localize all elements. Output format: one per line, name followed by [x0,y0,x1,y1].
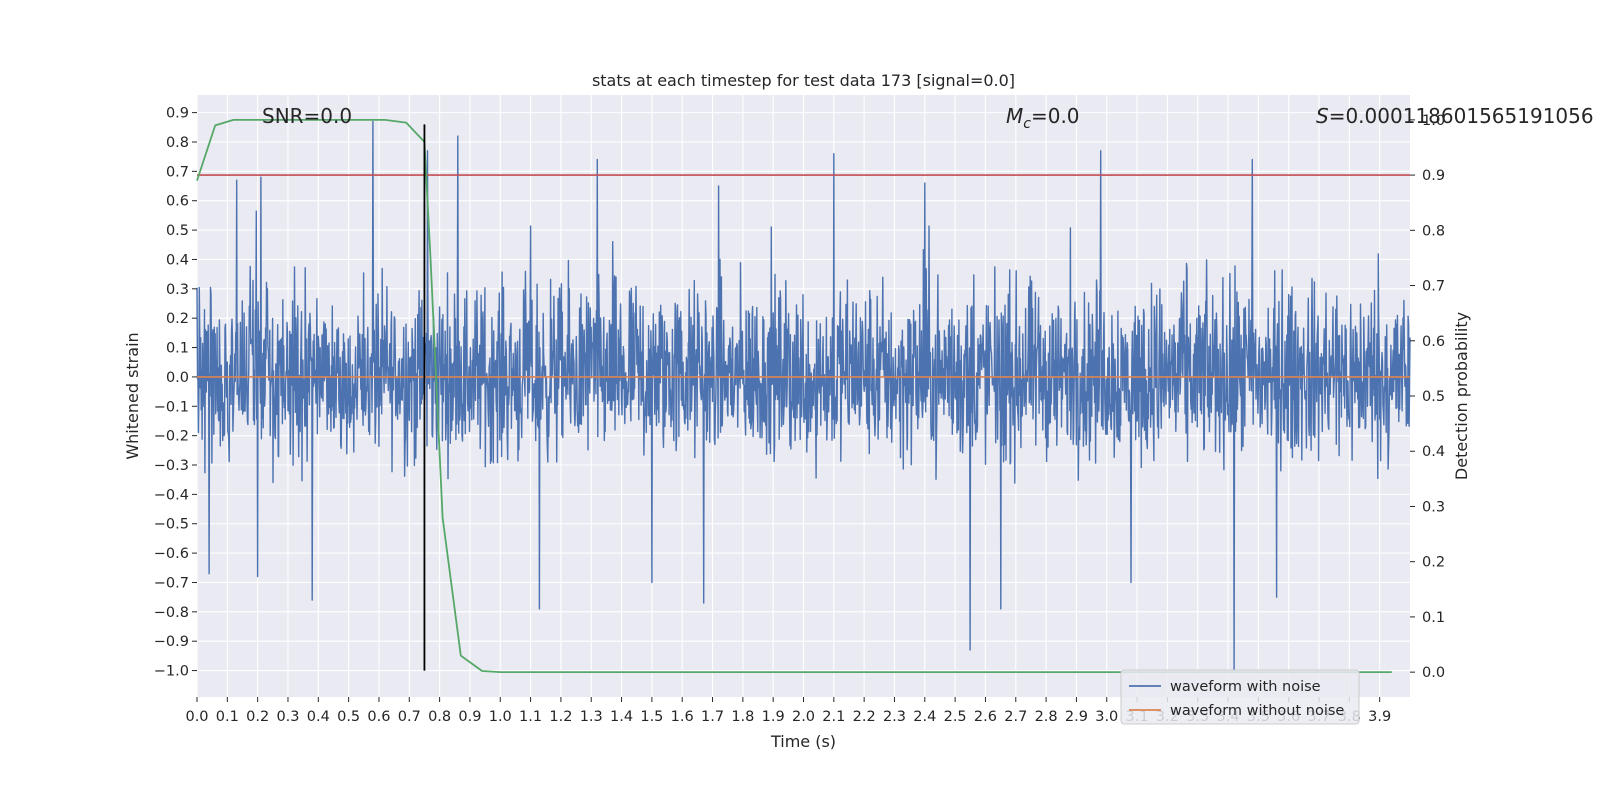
x-tick-label: 2.1 [822,709,845,725]
x-tick-label: 3.0 [1095,709,1118,725]
x-tick-label: 0.0 [185,709,208,725]
y-right-tick-label: 0.7 [1422,279,1445,295]
x-tick-label: 2.0 [792,709,815,725]
x-tick-label: 0.5 [337,709,360,725]
legend: waveform with noise waveform without nois… [1120,669,1360,725]
annotation-s-value: =0.00011860156519105​6 [1329,104,1594,128]
x-tick-label: 2.8 [1035,709,1058,725]
legend-label: waveform with noise [1170,679,1321,695]
x-tick-label: 2.6 [974,709,997,725]
y-right-tick-label: 0.0 [1422,665,1445,681]
x-tick-label: 1.7 [701,709,724,725]
x-tick-label: 1.3 [580,709,603,725]
x-tick-label: 2.4 [913,709,936,725]
line-detection-probability [196,119,1392,673]
y-right-tick-label: 0.1 [1422,610,1445,626]
x-tick-label: 2.7 [1004,709,1027,725]
y-left-tick-label: 0.0 [166,370,189,386]
y-right-tick-label: 0.3 [1422,499,1445,515]
y-right-tick-label: 0.8 [1422,223,1445,239]
y-axis-right-ticks: 1.0 0.9 0.8 0.7 0.6 0.5 0.4 0.3 0.2 0.1 0.0 [1410,113,1445,681]
x-axis-label: Time (s) [770,732,836,751]
annotation-snr: SNR=0.0 [262,104,352,128]
x-tick-label: 1.2 [549,709,572,725]
y-right-tick-label: 1.0 [1422,113,1445,129]
y-right-tick-label: 0.9 [1422,168,1445,184]
x-tick-label: 2.2 [853,709,876,725]
x-tick-label: 0.1 [216,709,239,725]
y-left-tick-label: −0.6 [154,546,189,562]
x-tick-label: 2.3 [883,709,906,725]
y-left-tick-label: −0.8 [154,605,189,621]
y-left-tick-label: 0.1 [166,341,189,357]
x-tick-label: 0.3 [276,709,299,725]
annotation-chirp-mass: Mc=0.0 [1006,104,1080,132]
y-left-tick-label: 0.7 [166,164,189,180]
x-tick-label: 0.7 [398,709,421,725]
x-tick-label: 2.5 [944,709,967,725]
legend-label: waveform without noise [1170,703,1344,719]
y-left-tick-label: 0.9 [166,106,189,122]
legend-box [1120,669,1360,725]
annotation-mc-value: =0.0 [1031,104,1080,128]
x-tick-label: 3.9 [1368,709,1391,725]
chart-title: stats at each timestep for test data 173… [592,71,1015,90]
x-tick-label: 1.8 [731,709,754,725]
x-tick-label: 1.0 [489,709,512,725]
annotation-s-symbol: S [1316,104,1329,128]
y-left-tick-label: −0.1 [154,399,189,415]
x-tick-label: 0.6 [367,709,390,725]
y-left-tick-label: 0.8 [166,135,189,151]
y-left-tick-label: 0.6 [166,194,189,210]
annotation-mc-subscript: c [1023,116,1031,132]
y-right-tick-label: 0.4 [1422,444,1445,460]
x-tick-label: 0.4 [307,709,330,725]
y-left-tick-label: −0.9 [154,634,189,650]
y-axis-left-ticks: 0.9 0.8 0.7 0.6 0.5 0.4 0.3 0.2 0.1 0.0 −0.1 −0.2 −0… [154,106,197,680]
x-tick-label: 0.9 [458,709,481,725]
y-left-tick-label: 0.5 [166,223,189,239]
series-detection-probability [196,119,1392,673]
x-tick-label: 1.1 [519,709,542,725]
x-tick-label: 1.6 [671,709,694,725]
annotation-mc-symbol: M [1006,104,1023,128]
x-tick-label: 1.4 [610,709,633,725]
x-tick-label: 1.5 [640,709,663,725]
y-left-tick-label: −0.3 [154,458,189,474]
x-tick-label: 0.2 [246,709,269,725]
line-waveform-with-noise [196,120,1411,672]
y-left-tick-label: 0.3 [166,282,189,298]
y-left-tick-label: −0.2 [154,429,189,445]
x-tick-label: 0.8 [428,709,451,725]
y-right-tick-label: 0.6 [1422,334,1445,350]
y-right-tick-label: 0.5 [1422,389,1445,405]
y-left-tick-label: 0.4 [166,252,189,268]
y-right-tick-label: 0.2 [1422,555,1445,571]
y-left-tick-label: −0.4 [154,487,189,503]
series-waveform-with-noise [196,120,1411,672]
annotation-s: S=0.00011860156519105​6 [1316,104,1594,128]
x-tick-label: 2.9 [1065,709,1088,725]
y-left-tick-label: −0.7 [154,575,189,591]
y-axis-left-label: Whitened strain [123,332,142,459]
x-tick-label: 1.9 [762,709,785,725]
y-left-tick-label: 0.2 [166,311,189,327]
y-left-tick-label: −0.5 [154,517,189,533]
y-axis-right-label: Detection probability [1452,312,1471,480]
y-left-tick-label: −1.0 [154,664,189,680]
